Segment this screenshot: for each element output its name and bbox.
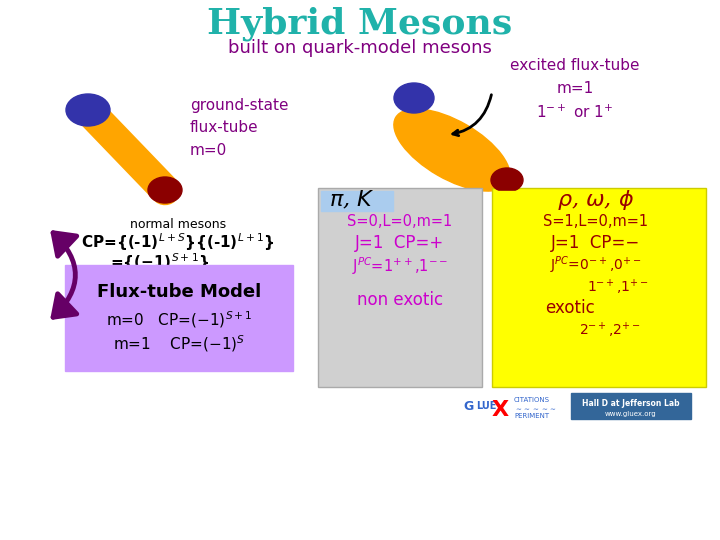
Text: excited flux-tube
m=1: excited flux-tube m=1 bbox=[510, 58, 640, 96]
Text: X: X bbox=[492, 400, 508, 420]
Text: 2$^{-+}$,2$^{+-}$: 2$^{-+}$,2$^{+-}$ bbox=[579, 320, 641, 340]
Ellipse shape bbox=[491, 168, 523, 192]
Text: J=1  CP=+: J=1 CP=+ bbox=[356, 234, 445, 252]
Text: J=1  CP=−: J=1 CP=− bbox=[552, 234, 641, 252]
Ellipse shape bbox=[394, 109, 510, 191]
FancyBboxPatch shape bbox=[495, 191, 597, 211]
Text: www.gluex.org: www.gluex.org bbox=[606, 411, 657, 417]
Text: Hall D at Jefferson Lab: Hall D at Jefferson Lab bbox=[582, 400, 680, 408]
Text: LUE: LUE bbox=[476, 401, 496, 411]
FancyBboxPatch shape bbox=[571, 393, 691, 419]
Text: normal mesons: normal mesons bbox=[130, 218, 226, 231]
Text: m=0   CP=(−1)$^{S+1}$: m=0 CP=(−1)$^{S+1}$ bbox=[106, 309, 252, 330]
Text: PERIMENT: PERIMENT bbox=[514, 413, 549, 419]
FancyBboxPatch shape bbox=[65, 265, 293, 371]
Ellipse shape bbox=[66, 94, 110, 126]
Text: J$^{PC}$=1$^{++}$,1$^{--}$: J$^{PC}$=1$^{++}$,1$^{--}$ bbox=[352, 255, 449, 277]
Text: m=1    CP=(−1)$^{S}$: m=1 CP=(−1)$^{S}$ bbox=[113, 334, 245, 354]
Ellipse shape bbox=[148, 177, 182, 203]
Text: CITATIONS: CITATIONS bbox=[514, 397, 550, 403]
Text: J$^{PC}$=0$^{-+}$,0$^{+-}$: J$^{PC}$=0$^{-+}$,0$^{+-}$ bbox=[550, 254, 642, 276]
Text: Flux-tube Model: Flux-tube Model bbox=[97, 283, 261, 301]
Text: 1$^{-+}$ or 1$^{+}$: 1$^{-+}$ or 1$^{+}$ bbox=[536, 103, 613, 120]
FancyBboxPatch shape bbox=[318, 188, 482, 387]
Text: G: G bbox=[463, 400, 473, 413]
Text: S=0,L=0,m=1: S=0,L=0,m=1 bbox=[347, 214, 453, 230]
Text: ground-state
flux-tube
m=0: ground-state flux-tube m=0 bbox=[190, 98, 289, 158]
Text: CP={(-1)$^{L+S}$}{(-1)$^{L+1}$}: CP={(-1)$^{L+S}$}{(-1)$^{L+1}$} bbox=[81, 231, 275, 253]
Text: exotic: exotic bbox=[545, 299, 595, 317]
Text: Hybrid Mesons: Hybrid Mesons bbox=[207, 6, 513, 41]
FancyBboxPatch shape bbox=[321, 191, 393, 211]
Text: 1$^{-+}$,1$^{+-}$: 1$^{-+}$,1$^{+-}$ bbox=[587, 278, 649, 296]
Text: $\rho$, $\omega$, $\phi$: $\rho$, $\omega$, $\phi$ bbox=[557, 188, 634, 212]
Text: non exotic: non exotic bbox=[357, 291, 443, 309]
Text: $\sim\sim\sim\sim\sim$: $\sim\sim\sim\sim\sim$ bbox=[514, 405, 557, 411]
Text: built on quark-model mesons: built on quark-model mesons bbox=[228, 39, 492, 57]
Text: $\pi$, $K$: $\pi$, $K$ bbox=[329, 189, 375, 211]
Text: ={(−1)$^{S+1}$}: ={(−1)$^{S+1}$} bbox=[110, 251, 210, 273]
FancyArrowPatch shape bbox=[53, 233, 77, 317]
FancyBboxPatch shape bbox=[492, 188, 706, 387]
Ellipse shape bbox=[394, 83, 434, 113]
Text: S=1,L=0,m=1: S=1,L=0,m=1 bbox=[544, 214, 649, 230]
